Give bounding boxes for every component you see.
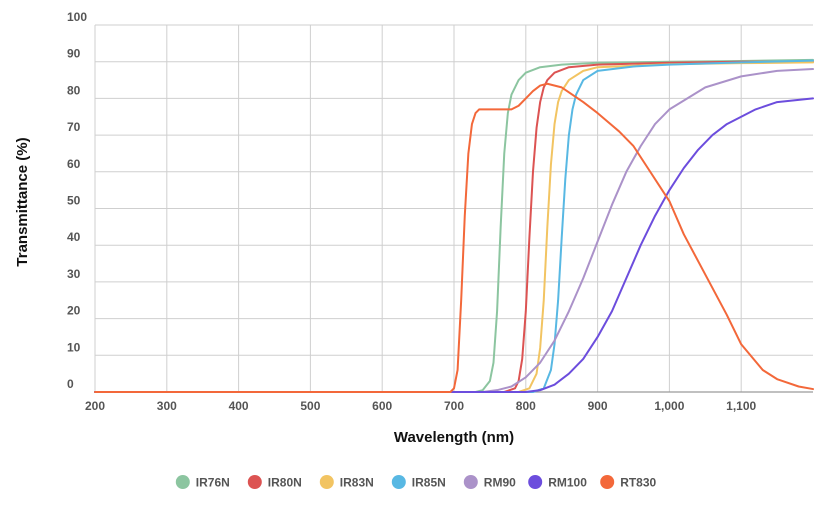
- y-tick-label: 10: [67, 340, 81, 354]
- legend-label-rt830: RT830: [620, 476, 656, 490]
- grid: [94, 24, 813, 393]
- x-axis-title: Wavelength (nm): [394, 429, 514, 446]
- legend-swatch-ir76n: [175, 475, 190, 489]
- y-tick-label: 100: [67, 10, 87, 24]
- legend-label-ir80n: IR80N: [268, 476, 302, 490]
- x-tick-label: 1,000: [654, 399, 684, 413]
- legend-label-ir76n: IR76N: [196, 476, 230, 490]
- series-line-rt830: [94, 82, 814, 393]
- series-line-ir83n: [94, 61, 814, 393]
- legend-label-ir83n: IR83N: [340, 476, 374, 490]
- legend-label-rm90: RM90: [484, 476, 516, 490]
- series-line-ir85n: [94, 59, 814, 393]
- y-tick-label: 50: [67, 194, 81, 208]
- y-tick-label: 40: [67, 230, 81, 244]
- tick-labels: 0 10 20 30 40 50 60 70 80 90 100 200 300 400 500 600 700…: [67, 10, 757, 413]
- y-tick-label: 20: [67, 304, 81, 318]
- x-tick-label: 600: [372, 399, 392, 413]
- x-tick-label: 900: [588, 399, 608, 413]
- y-tick-label: 30: [67, 267, 81, 281]
- x-tick-label: 1,100: [726, 399, 756, 413]
- legend-swatch-ir83n: [319, 475, 334, 489]
- series-line-ir76n: [94, 58, 814, 393]
- series-lines: [94, 58, 814, 393]
- legend-swatch-rt830: [600, 475, 615, 489]
- y-tick-label: 90: [67, 47, 81, 61]
- y-tick-label: 70: [67, 120, 81, 134]
- x-tick-label: 300: [157, 399, 177, 413]
- x-tick-label: 400: [229, 399, 249, 413]
- legend-swatch-ir80n: [247, 475, 262, 489]
- y-tick-label: 80: [67, 83, 81, 97]
- y-axis-title: Transmittance (%): [14, 137, 31, 266]
- series-line-rm90: [94, 68, 814, 393]
- series-line-rm100: [94, 97, 814, 393]
- x-tick-label: 800: [516, 399, 536, 413]
- legend-swatch-ir85n: [391, 475, 406, 489]
- y-tick-label: 60: [67, 157, 81, 171]
- legend-label-rm100: RM100: [548, 476, 587, 490]
- y-tick-label: 0: [67, 377, 74, 391]
- x-tick-label: 200: [85, 399, 105, 413]
- x-tick-label: 700: [444, 399, 464, 413]
- legend-label-ir85n: IR85N: [412, 476, 446, 490]
- legend: IR76N IR80N IR83N IR85N RM90 RM100 RT830: [175, 475, 657, 490]
- legend-swatch-rm90: [463, 475, 478, 489]
- x-tick-label: 500: [300, 399, 320, 413]
- legend-swatch-rm100: [528, 475, 543, 489]
